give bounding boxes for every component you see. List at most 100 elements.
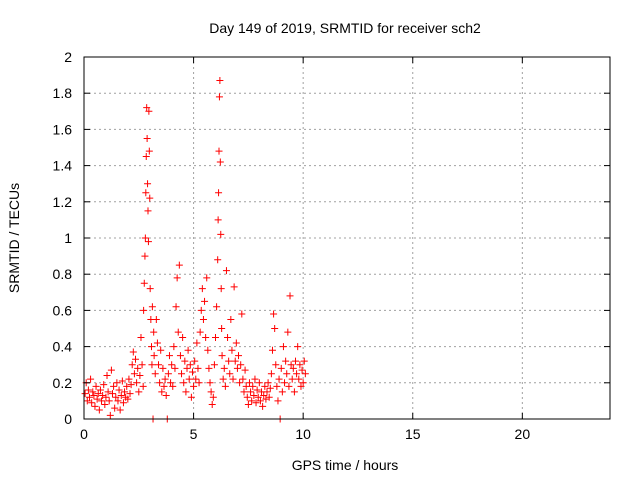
data-point	[266, 384, 274, 392]
data-point	[293, 370, 301, 378]
data-point	[181, 357, 189, 365]
data-point	[134, 364, 142, 372]
data-point	[289, 364, 297, 372]
data-point	[252, 399, 260, 407]
data-point	[243, 393, 251, 401]
data-point	[141, 252, 149, 260]
axis-ticks: 0 5 10 15 20 0 0.2 0.4 0.6 0.8 1 1.2 1.4 1.6 1.8 2	[53, 49, 610, 442]
data-point	[83, 397, 91, 405]
data-point	[143, 104, 151, 112]
data-point	[217, 230, 225, 238]
data-point	[135, 388, 143, 396]
data-point	[274, 397, 282, 405]
y-tick-label: 1.6	[53, 121, 73, 137]
data-point	[275, 375, 283, 383]
data-point	[142, 189, 150, 197]
data-point	[84, 386, 92, 394]
data-point	[264, 379, 272, 387]
data-point	[253, 386, 261, 394]
plot-frame	[83, 56, 611, 420]
data-point	[116, 406, 124, 414]
data-point	[250, 391, 258, 399]
data-point	[112, 393, 120, 401]
y-tick-label: 0	[64, 411, 72, 427]
data-point	[239, 375, 247, 383]
data-point	[106, 411, 114, 419]
data-point	[208, 401, 216, 409]
data-point	[215, 147, 223, 155]
data-point	[279, 343, 287, 351]
data-point	[215, 189, 223, 197]
data-point	[153, 339, 161, 347]
data-point	[123, 382, 131, 390]
chart-title: Day 149 of 2019, SRMTID for receiver sch…	[209, 20, 481, 36]
grid-lines	[84, 57, 610, 419]
data-point	[91, 402, 99, 410]
data-point	[218, 325, 226, 332]
data-point	[183, 364, 191, 372]
data-point	[230, 283, 238, 291]
data-point	[199, 315, 207, 323]
data-point	[96, 386, 104, 394]
data-point	[156, 379, 164, 387]
data-point	[146, 194, 154, 202]
data-point	[174, 328, 182, 336]
data-point	[98, 397, 106, 405]
data-point	[282, 357, 290, 365]
y-tick-label: 1	[64, 230, 72, 246]
data-point	[81, 390, 89, 398]
data-point	[196, 328, 204, 336]
data-point	[296, 361, 304, 369]
x-axis-label: GPS time / hours	[292, 457, 399, 473]
data-point	[201, 297, 209, 305]
data-point	[217, 285, 225, 293]
data-point	[299, 379, 307, 387]
data-point	[145, 107, 153, 115]
data-point	[215, 93, 223, 101]
data-point	[259, 402, 267, 410]
data-point	[187, 393, 195, 401]
data-point	[228, 346, 236, 354]
data-point	[164, 370, 172, 378]
data-point	[291, 357, 299, 365]
data-point	[188, 368, 196, 376]
data-point	[242, 382, 250, 390]
data-point	[133, 379, 141, 387]
data-point	[160, 382, 168, 390]
data-point	[170, 343, 178, 351]
data-point	[110, 382, 118, 390]
data-point	[271, 325, 279, 332]
data-point	[227, 315, 235, 323]
data-point	[236, 379, 244, 387]
data-point	[232, 339, 240, 347]
data-point	[168, 361, 176, 369]
data-point	[300, 357, 308, 365]
data-point	[182, 388, 190, 396]
data-point	[150, 328, 158, 336]
data-point	[108, 390, 116, 398]
y-tick-label: 1.4	[53, 158, 73, 174]
data-point	[270, 310, 278, 318]
data-point	[165, 352, 173, 360]
data-point	[146, 285, 154, 293]
data-point	[150, 352, 158, 360]
data-point	[294, 343, 302, 351]
data-point	[237, 361, 245, 369]
data-point	[247, 388, 255, 396]
data-point	[127, 381, 135, 389]
data-point	[273, 382, 281, 390]
data-point	[241, 366, 249, 374]
data-point	[141, 234, 149, 242]
data-point	[121, 388, 129, 396]
data-point	[162, 391, 170, 399]
data-point	[245, 379, 253, 387]
data-point	[89, 388, 97, 396]
data-point	[194, 364, 202, 372]
data-point	[192, 375, 200, 383]
data-point	[155, 361, 163, 369]
data-point	[130, 370, 138, 378]
data-point	[125, 375, 133, 383]
data-point	[197, 306, 205, 314]
data-point	[101, 401, 109, 409]
data-point	[87, 375, 95, 383]
